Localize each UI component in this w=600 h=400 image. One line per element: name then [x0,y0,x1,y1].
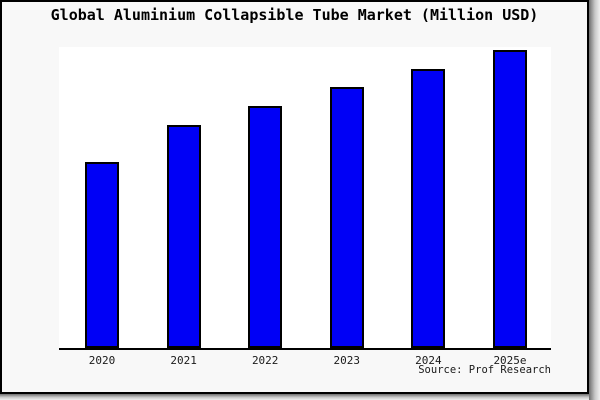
plot-area [59,47,551,348]
chart-title: Global Aluminium Collapsible Tube Market… [50,6,539,24]
bar-2023 [329,86,364,348]
bar-2021 [166,125,201,348]
x-tick-2023: 2023 [333,354,361,367]
bar-2024 [411,68,446,348]
x-tick-2021: 2021 [170,354,197,367]
x-tick-2024: 2024 [415,354,442,367]
x-axis-line [59,348,551,350]
shadow-right [589,0,600,400]
bar-2025e [493,50,527,348]
bar-2020 [85,161,119,348]
shadow-bottom [0,394,600,400]
x-tick-2020: 2020 [88,354,116,367]
source-credit: Source: Prof Research [418,364,551,376]
x-tick-2025e: 2025e [493,354,527,367]
bar-2022 [248,106,283,348]
x-tick-2022: 2022 [251,354,279,367]
chart-card: Global Aluminium Collapsible Tube Market… [0,0,589,394]
